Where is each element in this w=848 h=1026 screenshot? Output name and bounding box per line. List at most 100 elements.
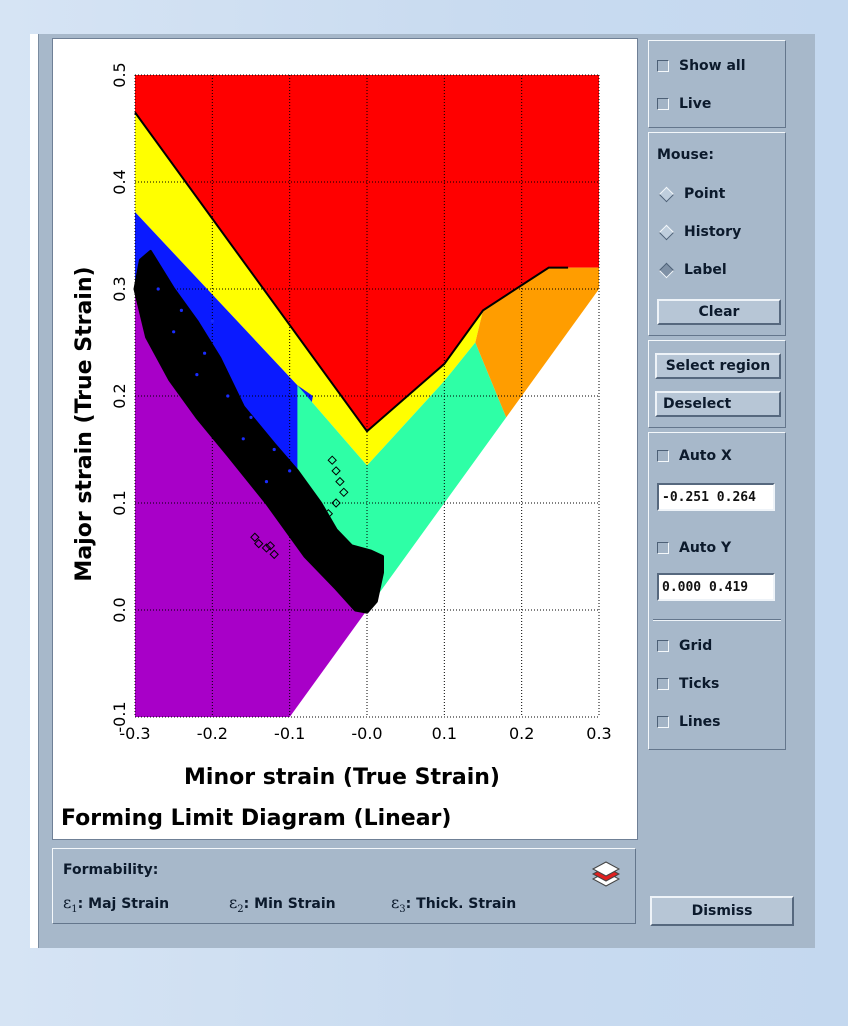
history-label: History (684, 224, 742, 240)
show-all-label: Show all (679, 58, 746, 74)
strain-point (203, 351, 207, 355)
outlier-marker (261, 543, 272, 553)
deselect-button[interactable]: Deselect (655, 391, 781, 417)
fld-chart[interactable]: -0.3 -0.2 -0.1 -0.0 0.1 0.2 0.3 -0.1 0.0 0.1 0.2 0.… (53, 39, 637, 839)
x-tick-label: 0.3 (586, 724, 611, 743)
y-axis-label: Major strain (True Strain) (72, 266, 97, 581)
checkbox-icon (657, 450, 669, 462)
auto-x-checkbox[interactable]: Auto X (657, 445, 732, 467)
strain-point (272, 447, 276, 452)
strain-point (288, 469, 292, 473)
forming-limit-curve-layer (134, 111, 569, 433)
x-tick-label: -0.0 (351, 724, 382, 743)
checkbox-icon (657, 678, 669, 690)
tick-labels-layer: -0.3 -0.2 -0.1 -0.0 0.1 0.2 0.3 -0.1 0.0 0.1 0.2 0.… (110, 62, 612, 743)
chart-title: Forming Limit Diagram (Linear) (61, 806, 451, 831)
y-tick-label: 0.5 (110, 62, 129, 87)
y-tick-label: 0.0 (110, 597, 129, 622)
strain-point (172, 330, 176, 334)
grid-checkbox[interactable]: Grid (657, 635, 712, 657)
strain-point (249, 415, 253, 419)
ticks-label: Ticks (679, 676, 720, 692)
window-edge (30, 34, 38, 948)
region-group: Select region Deselect (648, 340, 786, 428)
forming-limit-curve (134, 111, 569, 433)
strain-point (210, 319, 214, 323)
e2-legend: ε2: Min Strain (229, 893, 336, 916)
x-range-input[interactable] (657, 483, 775, 511)
mouse-group: Mouse: Point History Label Clear (648, 132, 786, 336)
label-label: Label (684, 262, 727, 278)
auto-y-label: Auto Y (679, 540, 732, 556)
checkbox-icon (657, 98, 669, 110)
y-tick-label: 0.3 (110, 276, 129, 301)
y-range-input[interactable] (657, 573, 775, 601)
strain-point (226, 394, 230, 398)
divider (653, 619, 781, 621)
clear-button[interactable]: Clear (657, 299, 781, 325)
lines-label: Lines (679, 714, 721, 730)
e3-legend: ε3: Thick. Strain (391, 893, 517, 916)
outlier-marker (250, 532, 260, 542)
formability-title: Formability: (63, 862, 159, 878)
strain-point (241, 437, 245, 441)
outlier-marker (327, 455, 337, 465)
mouse-point-radio[interactable]: Point (657, 183, 725, 205)
strain-point (264, 480, 269, 484)
outlier-marker (331, 498, 341, 508)
mouse-history-radio[interactable]: History (657, 221, 741, 243)
mouse-heading: Mouse: (657, 147, 714, 163)
grid-label: Grid (679, 638, 713, 654)
display-group: Show all Live (648, 40, 786, 128)
radio-selected-icon (658, 262, 675, 278)
mouse-label-radio[interactable]: Label (657, 259, 727, 281)
auto-y-checkbox[interactable]: Auto Y (657, 537, 731, 559)
outlier-markers-layer (250, 455, 349, 560)
e1-legend: ε1: Maj Strain (63, 893, 170, 916)
checkbox-icon (657, 60, 669, 72)
layers-icon[interactable] (589, 861, 623, 889)
axes-group: Auto X Auto Y Grid Ticks Lines (648, 432, 786, 750)
select-region-button[interactable]: Select region (655, 353, 781, 379)
formability-panel: Formability: ε1: Maj Strain ε2: Min Stra… (52, 848, 636, 924)
live-checkbox[interactable]: Live (657, 93, 711, 115)
y-tick-label: 0.1 (110, 490, 129, 515)
outlier-marker (254, 538, 264, 549)
x-tick-label: 0.2 (509, 724, 534, 743)
live-label: Live (679, 96, 712, 112)
outlier-marker (269, 549, 279, 560)
strain-point-cloud (133, 250, 384, 614)
checkbox-icon (657, 716, 669, 728)
outlier-marker (323, 508, 334, 519)
checkbox-icon (657, 640, 669, 652)
checkbox-icon (657, 542, 669, 554)
y-tick-label: 0.2 (110, 383, 129, 408)
show-all-checkbox[interactable]: Show all (657, 55, 746, 77)
e3-label: Thick. Strain (416, 896, 517, 912)
strain-point (195, 373, 199, 377)
x-tick-label: 0.1 (432, 724, 457, 743)
region-blue (135, 212, 313, 482)
outlier-marker (339, 487, 349, 498)
x-axis-label: Minor strain (True Strain) (184, 765, 500, 790)
y-tick-label: -0.1 (110, 701, 129, 732)
region-orange (475, 267, 599, 418)
strain-point (179, 308, 183, 312)
lines-checkbox[interactable]: Lines (657, 711, 721, 733)
region-red (135, 75, 599, 432)
outlier-marker (335, 476, 345, 487)
plot-area[interactable]: -0.3 -0.2 -0.1 -0.0 0.1 0.2 0.3 -0.1 0.0 0.1 0.2 0.… (52, 38, 638, 840)
point-cloud-layer (133, 250, 384, 614)
strain-point (156, 287, 160, 291)
point-label: Point (684, 186, 726, 202)
x-tick-label: -0.3 (119, 724, 150, 743)
auto-x-label: Auto X (679, 448, 732, 464)
e1-label: Maj Strain (88, 896, 170, 912)
radio-icon (658, 186, 675, 202)
ticks-checkbox[interactable]: Ticks (657, 673, 719, 695)
dismiss-button[interactable]: Dismiss (650, 896, 794, 926)
radio-icon (658, 224, 675, 240)
x-tick-label: -0.2 (197, 724, 228, 743)
y-tick-label: 0.4 (110, 169, 129, 194)
e2-label: Min Strain (254, 896, 336, 912)
